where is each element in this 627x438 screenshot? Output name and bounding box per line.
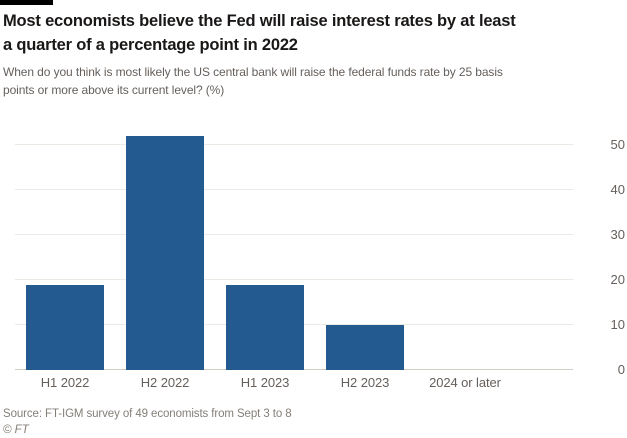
ft-black-bar bbox=[0, 0, 53, 5]
xtick-label-2024-or-later: 2024 or later bbox=[429, 375, 501, 390]
chart-subtitle: When do you think is most likely the US … bbox=[3, 65, 503, 97]
ytick-label-0: 0 bbox=[617, 362, 625, 377]
copyright-note: © FT bbox=[3, 424, 29, 436]
ytick-label-10: 10 bbox=[610, 317, 625, 332]
xtick-label-h2-2023: H2 2023 bbox=[340, 375, 390, 390]
gridline-50 bbox=[15, 144, 573, 145]
ytick-label-40: 40 bbox=[610, 182, 625, 197]
gridline-40 bbox=[15, 189, 573, 190]
bar-chart: 0 10 20 30 40 50 H1 2022 H2 2022 H1 2023 H2 2023 2… bbox=[0, 125, 627, 393]
chart-title: Most economists believe the Fed will rai… bbox=[3, 12, 516, 54]
xtick-label-h1-2023: H1 2023 bbox=[240, 375, 290, 390]
bar-h1-2023 bbox=[226, 284, 304, 370]
plot-area bbox=[15, 125, 573, 370]
ytick-label-50: 50 bbox=[610, 137, 625, 152]
ytick-label-30: 30 bbox=[610, 227, 625, 242]
source-note: Source: FT-IGM survey of 49 economists f… bbox=[3, 408, 292, 420]
xtick-label-h1-2022: H1 2022 bbox=[40, 375, 90, 390]
ytick-label-20: 20 bbox=[610, 272, 625, 287]
xtick-label-h2-2022: H2 2022 bbox=[140, 375, 190, 390]
gridline-20 bbox=[15, 279, 573, 280]
gridline-30 bbox=[15, 234, 573, 235]
bar-h2-2023 bbox=[326, 325, 404, 370]
bar-h2-2022 bbox=[126, 136, 204, 370]
bar-h1-2022 bbox=[26, 284, 104, 370]
